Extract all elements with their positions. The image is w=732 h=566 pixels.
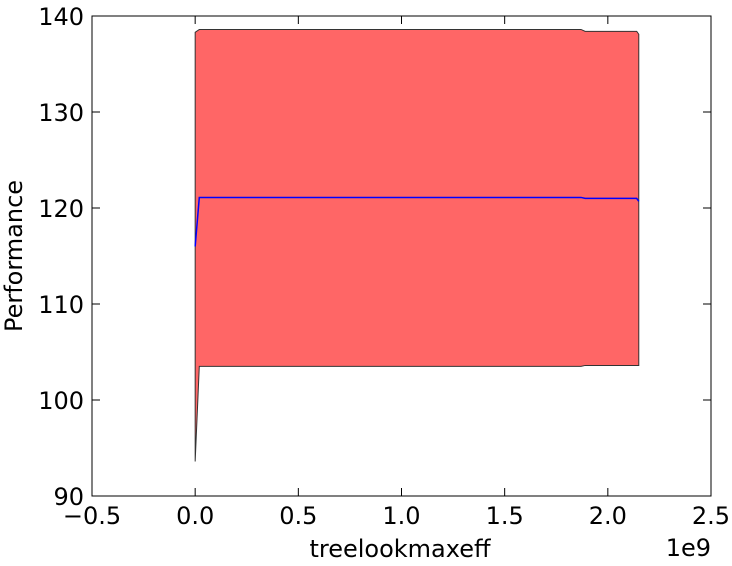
y-tick-label: 140	[38, 3, 84, 31]
x-tick-label: −0.5	[63, 502, 121, 530]
y-tick-label: 100	[38, 387, 84, 415]
band-layer	[194, 28, 640, 462]
performance-band	[194, 28, 640, 462]
x-tick-label: 0.5	[279, 502, 317, 530]
y-tick-label: 90	[53, 483, 84, 511]
x-offset-text: 1e9	[666, 534, 711, 562]
x-tick-label: 1.5	[486, 502, 524, 530]
x-tick-label: 1.0	[382, 502, 420, 530]
x-tick-label: 0.0	[176, 502, 214, 530]
y-tick-label: 120	[38, 195, 84, 223]
y-axis-label: Performance	[0, 180, 28, 332]
y-tick-label: 130	[38, 99, 84, 127]
x-axis-label: treelookmaxeff	[309, 535, 491, 563]
x-tick-label: 2.5	[692, 502, 730, 530]
line-layer	[194, 196, 640, 247]
ticks-layer	[91, 15, 712, 497]
performance-mean-line	[194, 196, 640, 247]
y-tick-label: 110	[38, 291, 84, 319]
tick-labels-layer: −0.5 0.0 0.5 1.0 1.5 2.0 2.5 90 100 110 120 130 140	[38, 3, 730, 530]
x-tick-label: 2.0	[589, 502, 627, 530]
